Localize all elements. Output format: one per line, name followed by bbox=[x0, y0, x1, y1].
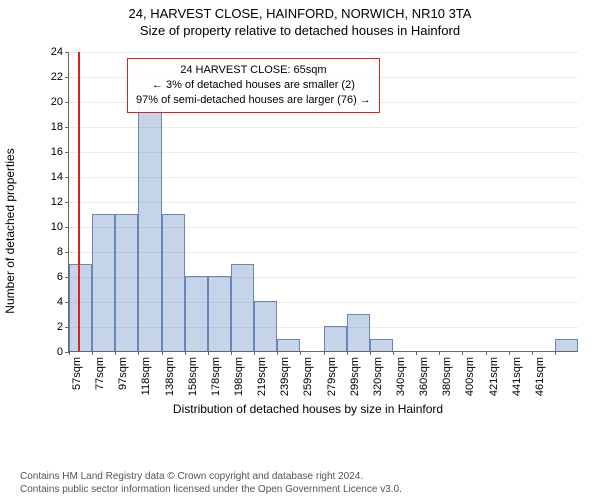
x-tick-mark bbox=[115, 351, 116, 355]
x-tick-label: 461sqm bbox=[534, 357, 546, 396]
title-sub: Size of property relative to detached ho… bbox=[0, 21, 600, 38]
x-tick-label: 219sqm bbox=[256, 357, 268, 396]
x-axis-label: Distribution of detached houses by size … bbox=[173, 402, 443, 416]
x-tick-mark bbox=[92, 351, 93, 355]
x-tick-mark bbox=[509, 351, 510, 355]
x-tick-mark bbox=[532, 351, 533, 355]
y-tick-label: 20 bbox=[51, 96, 69, 108]
gridline bbox=[69, 152, 578, 153]
title-main: 24, HARVEST CLOSE, HAINFORD, NORWICH, NR… bbox=[0, 0, 600, 21]
y-tick-label: 8 bbox=[57, 246, 69, 258]
x-tick-label: 279sqm bbox=[326, 357, 338, 396]
x-tick-label: 97sqm bbox=[117, 357, 129, 390]
plot-area: 57sqm77sqm97sqm118sqm138sqm158sqm178sqm1… bbox=[68, 52, 578, 352]
bar bbox=[162, 214, 185, 351]
x-tick-label: 299sqm bbox=[349, 357, 361, 396]
footer-line1: Contains HM Land Registry data © Crown c… bbox=[20, 470, 600, 483]
x-tick-mark bbox=[254, 351, 255, 355]
annotation-line3: 97% of semi-detached houses are larger (… bbox=[136, 93, 371, 108]
x-tick-label: 77sqm bbox=[94, 357, 106, 390]
x-tick-mark bbox=[138, 351, 139, 355]
x-tick-label: 57sqm bbox=[71, 357, 83, 390]
x-tick-label: 178sqm bbox=[210, 357, 222, 396]
x-tick-mark bbox=[416, 351, 417, 355]
y-tick-label: 18 bbox=[51, 121, 69, 133]
x-tick-label: 118sqm bbox=[140, 357, 152, 395]
bar bbox=[185, 276, 208, 351]
annotation-line1: 24 HARVEST CLOSE: 65sqm bbox=[136, 63, 371, 78]
bar bbox=[347, 314, 370, 351]
gridline bbox=[69, 327, 578, 328]
y-tick-label: 12 bbox=[51, 196, 69, 208]
x-tick-mark bbox=[555, 351, 556, 355]
x-tick-mark bbox=[324, 351, 325, 355]
x-tick-mark bbox=[277, 351, 278, 355]
x-tick-label: 239sqm bbox=[279, 357, 291, 396]
gridline bbox=[69, 227, 578, 228]
gridline bbox=[69, 302, 578, 303]
gridline bbox=[69, 277, 578, 278]
x-tick-label: 340sqm bbox=[395, 357, 407, 396]
x-tick-label: 441sqm bbox=[511, 357, 523, 396]
x-tick-mark bbox=[185, 351, 186, 355]
bar bbox=[92, 214, 115, 351]
x-tick-mark bbox=[462, 351, 463, 355]
x-tick-mark bbox=[370, 351, 371, 355]
gridline bbox=[69, 252, 578, 253]
y-axis-label: Number of detached properties bbox=[3, 148, 17, 313]
y-tick-label: 4 bbox=[57, 296, 69, 308]
x-tick-mark bbox=[69, 351, 70, 355]
x-tick-mark bbox=[300, 351, 301, 355]
x-tick-label: 421sqm bbox=[488, 357, 500, 396]
x-tick-mark bbox=[208, 351, 209, 355]
annotation-line2: ← 3% of detached houses are smaller (2) bbox=[136, 78, 371, 93]
bar bbox=[277, 339, 300, 351]
x-tick-mark bbox=[439, 351, 440, 355]
annotation-box: 24 HARVEST CLOSE: 65sqm← 3% of detached … bbox=[127, 58, 380, 113]
bar bbox=[324, 326, 347, 351]
x-tick-label: 138sqm bbox=[164, 357, 176, 396]
x-tick-label: 320sqm bbox=[372, 357, 384, 396]
y-tick-label: 6 bbox=[57, 271, 69, 283]
y-tick-label: 24 bbox=[51, 46, 69, 58]
gridline bbox=[69, 127, 578, 128]
y-tick-label: 22 bbox=[51, 71, 69, 83]
gridline bbox=[69, 177, 578, 178]
x-tick-label: 400sqm bbox=[464, 357, 476, 396]
x-tick-label: 198sqm bbox=[233, 357, 245, 396]
gridline bbox=[69, 52, 578, 53]
bar bbox=[115, 214, 138, 351]
reference-line bbox=[78, 52, 80, 351]
y-tick-label: 16 bbox=[51, 146, 69, 158]
footer-attribution: Contains HM Land Registry data © Crown c… bbox=[0, 470, 600, 496]
chart-container: Number of detached properties 57sqm77sqm… bbox=[28, 42, 588, 420]
x-tick-mark bbox=[347, 351, 348, 355]
y-tick-label: 10 bbox=[51, 221, 69, 233]
x-tick-label: 259sqm bbox=[302, 357, 314, 396]
bar bbox=[208, 276, 231, 351]
y-tick-label: 2 bbox=[57, 321, 69, 333]
bar bbox=[370, 339, 393, 351]
x-tick-label: 158sqm bbox=[187, 357, 199, 396]
y-tick-label: 14 bbox=[51, 171, 69, 183]
x-tick-mark bbox=[162, 351, 163, 355]
footer-line2: Contains public sector information licen… bbox=[20, 483, 600, 496]
x-tick-label: 360sqm bbox=[418, 357, 430, 396]
x-tick-mark bbox=[231, 351, 232, 355]
x-tick-mark bbox=[393, 351, 394, 355]
y-tick-label: 0 bbox=[57, 346, 69, 358]
bar bbox=[555, 339, 578, 351]
x-tick-label: 380sqm bbox=[441, 357, 453, 396]
gridline bbox=[69, 202, 578, 203]
x-tick-mark bbox=[486, 351, 487, 355]
